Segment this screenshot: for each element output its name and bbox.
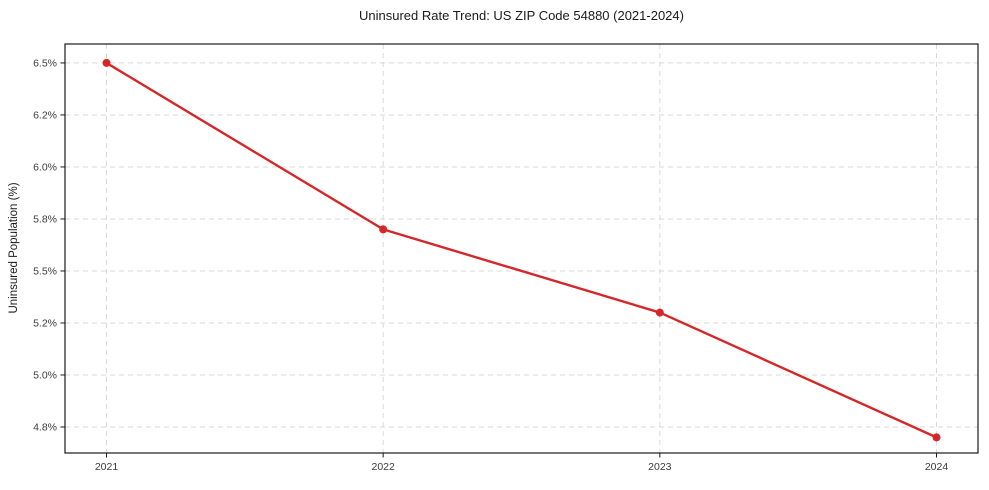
trend-line — [105, 61, 938, 439]
y-tick-label: 5.8% — [33, 213, 57, 225]
chart-title: Uninsured Rate Trend: US ZIP Code 54880 … — [359, 8, 684, 23]
axes-spines — [64, 43, 979, 454]
y-tick-label: 6.0% — [33, 161, 57, 173]
data-point-2021 — [102, 58, 111, 67]
data-point-2022 — [379, 225, 388, 234]
y-tick-label: 5.0% — [33, 369, 57, 381]
x-tick-label: 2023 — [648, 461, 672, 473]
x-tick-label: 2022 — [371, 461, 395, 473]
y-tick-label: 5.5% — [33, 265, 57, 277]
x-tick-label: 2024 — [925, 461, 949, 473]
y-tick-label: 4.8% — [33, 421, 57, 433]
y-tick-label: 6.2% — [33, 109, 57, 121]
x-tick-label: 2021 — [95, 461, 119, 473]
y-tick-label: 5.2% — [33, 317, 57, 329]
y-tick-label: 6.5% — [33, 57, 57, 69]
data-point-2023 — [655, 308, 664, 317]
data-point-2024 — [932, 433, 941, 442]
